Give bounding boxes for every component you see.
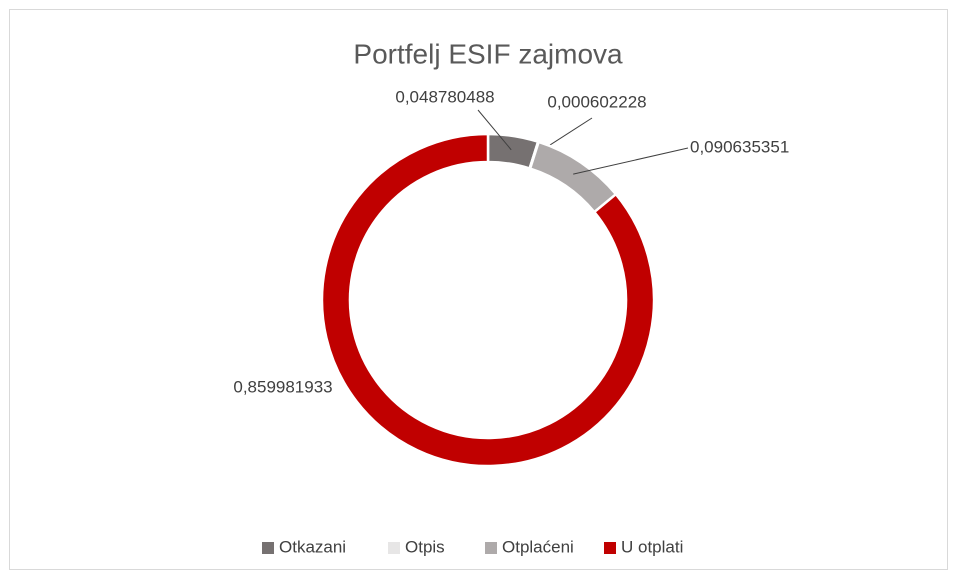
legend-swatch [388, 542, 400, 554]
legend-label: Otpis [405, 537, 445, 556]
chart-title: Portfelj ESIF zajmova [353, 38, 623, 69]
legend-label: U otplati [621, 537, 683, 556]
data-label: 0,859981933 [233, 377, 332, 396]
data-label: 0,000602228 [547, 92, 646, 111]
legend-swatch [485, 542, 497, 554]
chart-border [9, 9, 948, 570]
legend-swatch [262, 542, 274, 554]
data-label: 0,090635351 [690, 137, 789, 156]
legend-label: Otkazani [279, 537, 346, 556]
legend-swatch [604, 542, 616, 554]
leader-line [477, 109, 512, 151]
leader-line [573, 147, 689, 175]
donut-slice [320, 132, 656, 468]
data-label: 0,048780488 [395, 87, 494, 106]
legend-label: Otplaćeni [502, 537, 574, 556]
